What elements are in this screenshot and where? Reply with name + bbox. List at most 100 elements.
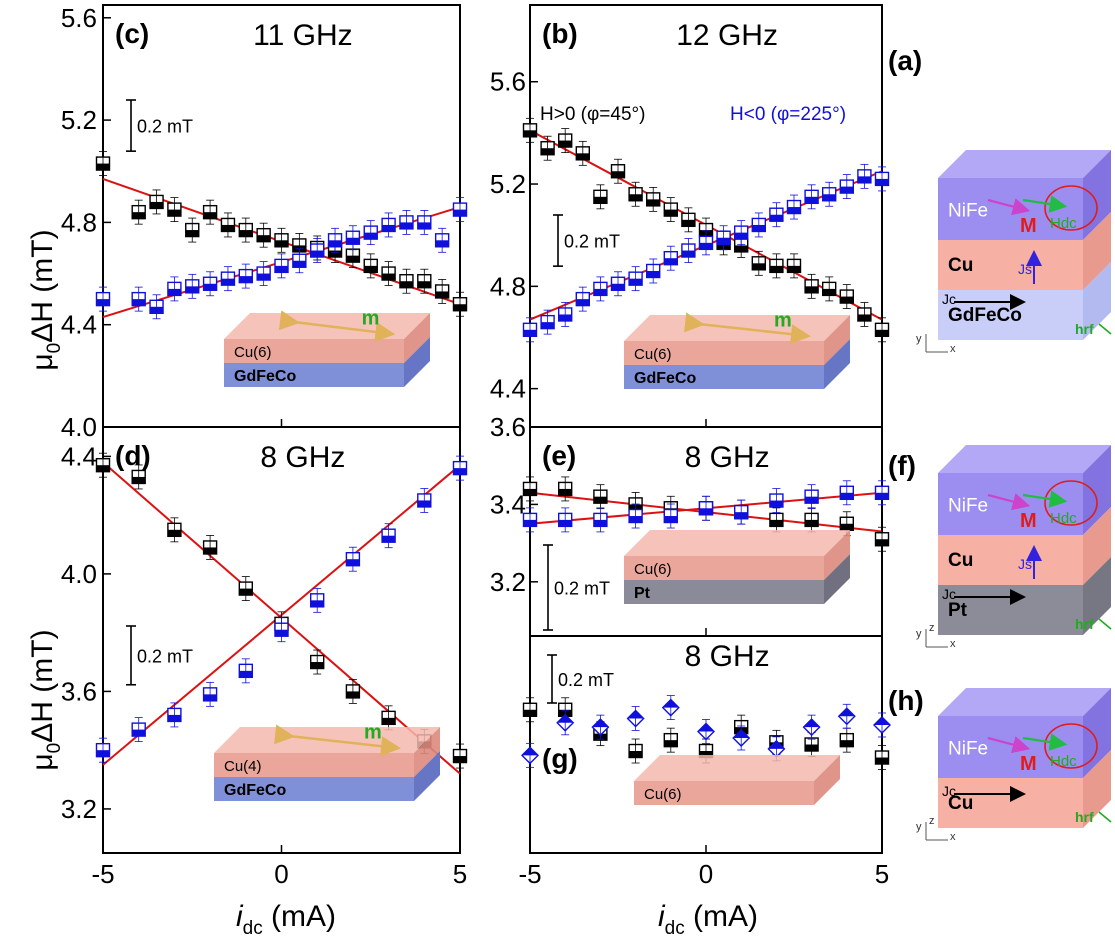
layer-label-nife: NiFe [948, 200, 988, 221]
inset-layer-bottom-side [404, 337, 430, 387]
field-vector [1022, 490, 1068, 508]
label-hrf: hrf [1075, 321, 1094, 337]
x-axis-label-left: idc (mA) [236, 900, 336, 939]
inset-label-top-layer: Cu(6) [634, 346, 672, 363]
inset-label-top-layer: Cu(6) [234, 344, 272, 361]
layer-side-nife [1083, 150, 1111, 240]
y-tick-label: 5.2 [61, 105, 97, 135]
scale-bar-label: 0.2 mT [137, 646, 193, 666]
x-axis-label-right: idc (mA) [658, 900, 758, 939]
y-tick-label: 5.6 [61, 3, 97, 33]
layer-side-nife [1083, 688, 1111, 778]
inset-layer-bottom-side [824, 339, 850, 389]
layer-cu [938, 240, 1083, 290]
panel-label: (h) [888, 685, 924, 716]
label-hdc: Hdc [1050, 510, 1077, 527]
y-tick-label: 4.0 [61, 559, 97, 589]
scale-bar-label: 0.2 mT [137, 117, 193, 137]
scale-bar-label: 0.2 mT [558, 670, 614, 690]
y-tick-label: 4.4 [61, 441, 97, 471]
layer-cu [938, 535, 1083, 585]
inset-m-label: m [362, 308, 380, 330]
axis-z-label: z [929, 622, 935, 634]
layer-side-gdfeco [1083, 262, 1111, 340]
y-axis-label-lower: μ0ΔH (mT) [26, 629, 65, 770]
panel-label: (f) [888, 450, 916, 481]
x-tick-label: 0 [274, 859, 288, 889]
label-jc: Jc [942, 586, 956, 602]
layer-side-cu [1083, 750, 1111, 828]
scale-bar-label: 0.2 mT [554, 579, 610, 599]
magnetization-vector [987, 198, 1031, 216]
inset-m-label: m [774, 310, 792, 332]
layer-side-cu [1083, 507, 1111, 585]
label-jc: Jc [942, 291, 956, 307]
x-tick-label: -5 [518, 859, 541, 889]
x-tick-label: 5 [453, 859, 467, 889]
panel-title: 8 GHz [260, 441, 345, 474]
y-tick-label: 5.2 [490, 169, 526, 199]
label-js: Js [1018, 261, 1032, 277]
chart-panel-d: 3.2 3.6 4.0 4.4 -5 0 5 (d) 8 GHz 0.2 mT Cu(4) GdFeC… [61, 426, 467, 889]
y-tick-label: 4.8 [61, 207, 97, 237]
layer-label-nife: NiFe [948, 738, 988, 759]
y-tick-label: 5.6 [490, 67, 526, 97]
inset-layer-cu [214, 753, 414, 777]
layer-label-cu: Cu [948, 255, 973, 276]
panel-label: (b) [542, 18, 578, 49]
label-hdc: Hdc [1050, 215, 1077, 232]
scale-bar-label: 0.2 mT [564, 232, 620, 252]
hrf-arrow [1098, 618, 1112, 630]
axis-z-label: z [929, 815, 935, 827]
hrf-arrow [1098, 811, 1112, 823]
legend-entry-h-negative: H<0 (φ=225°) [730, 104, 846, 125]
inset-layer-bottom-side [824, 554, 850, 604]
inset-m-label: m [364, 722, 382, 744]
layer-label-nife: NiFe [948, 495, 988, 516]
panel-label: (a) [888, 45, 922, 76]
precession-orbit [1044, 185, 1098, 231]
inset-layer-cu-side [824, 315, 850, 365]
y-tick-label: 3.6 [490, 412, 526, 442]
label-m: M [1020, 753, 1037, 775]
axis-y-label: y [916, 821, 922, 833]
stack-top-face [938, 150, 1111, 178]
inset-layer-bottom [624, 365, 824, 389]
axis-x-label: x [950, 638, 956, 650]
y-tick-label: 3.6 [61, 676, 97, 706]
axis-y-label: y [916, 628, 922, 640]
precession-orbit [1044, 723, 1098, 769]
magnetization-arrow [683, 312, 811, 345]
stack-top-face [938, 688, 1111, 716]
layer-side-pt [1083, 557, 1111, 635]
legend-entry-h-positive: H>0 (φ=45°) [540, 104, 645, 125]
y-tick-label: 3.2 [61, 794, 97, 824]
y-tick-label: 4.0 [61, 412, 97, 442]
device-diagram-h: (h) NiFe Cu M Hdc Jc hrf x y z [888, 685, 1112, 843]
axis-x-label: x [950, 343, 956, 355]
label-js: Js [1018, 556, 1032, 572]
inset-layer-bottom [624, 580, 824, 604]
chart-panel-g: -5 0 5 (g) 8 GHz 0.2 mT Cu(6) [518, 635, 891, 889]
device-diagram-a: (a) NiFe Cu GdFeCo M Hdc Js Jc hrf x y [888, 45, 1112, 355]
inset-label-top-layer: Cu(6) [644, 786, 682, 803]
inset-layer-top [634, 755, 840, 781]
inset-label-top-layer: Cu(4) [224, 758, 262, 775]
label-jc: Jc [942, 783, 956, 799]
chart-panel-e: 3.2 3.4 3.6 (e) 8 GHz 0.2 mT Cu(6) Pt [490, 412, 890, 637]
panel-title: 8 GHz [685, 640, 770, 673]
inset-label-bottom-layer: GdFeCo [634, 370, 696, 387]
inset-layer-cu [624, 341, 824, 365]
layer-label-cu: Cu [948, 793, 973, 814]
inset-label-top-layer: Cu(6) [634, 561, 672, 578]
magnetization-arrow [278, 310, 396, 342]
inset-label-bottom-layer: GdFeCo [234, 368, 296, 385]
label-m: M [1020, 215, 1037, 237]
field-vector [1022, 733, 1068, 751]
magnetization-arrow [273, 724, 401, 757]
x-tick-label: -5 [91, 859, 114, 889]
panel-title: 8 GHz [685, 441, 770, 474]
inset-layer-top [624, 530, 850, 556]
inset-layer-cu-side [414, 727, 440, 777]
